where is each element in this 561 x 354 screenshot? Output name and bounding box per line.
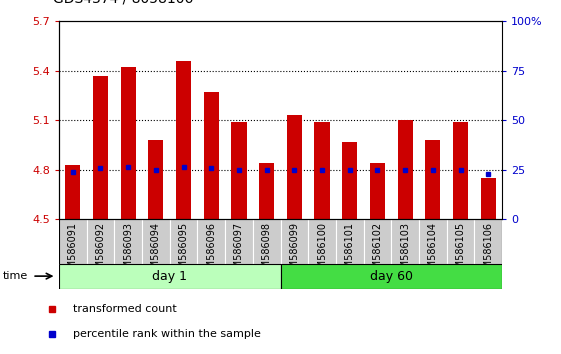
- Bar: [65, 165, 80, 219]
- Text: GSM586100: GSM586100: [317, 222, 327, 281]
- Text: transformed count: transformed count: [73, 304, 176, 314]
- Text: GDS4374 / 8058106: GDS4374 / 8058106: [53, 0, 194, 5]
- Text: GSM586095: GSM586095: [178, 222, 188, 281]
- Bar: [231, 122, 247, 219]
- Bar: [398, 120, 413, 219]
- Text: GSM586106: GSM586106: [483, 222, 493, 281]
- Text: day 1: day 1: [152, 270, 187, 282]
- Bar: [453, 122, 468, 219]
- Text: GSM586097: GSM586097: [234, 222, 244, 281]
- Text: GSM586092: GSM586092: [95, 222, 105, 281]
- Text: day 60: day 60: [370, 270, 413, 282]
- Bar: [59, 264, 280, 289]
- Text: GSM586091: GSM586091: [68, 222, 78, 281]
- Bar: [169, 219, 197, 264]
- Bar: [253, 219, 280, 264]
- Bar: [392, 219, 419, 264]
- Bar: [204, 92, 219, 219]
- Text: GSM586104: GSM586104: [428, 222, 438, 281]
- Bar: [259, 163, 274, 219]
- Bar: [86, 219, 114, 264]
- Bar: [59, 219, 86, 264]
- Bar: [142, 219, 169, 264]
- Bar: [342, 142, 357, 219]
- Bar: [370, 163, 385, 219]
- Bar: [475, 219, 502, 264]
- Bar: [425, 140, 440, 219]
- Bar: [447, 219, 475, 264]
- Text: time: time: [3, 271, 28, 281]
- Bar: [121, 68, 136, 219]
- Bar: [176, 61, 191, 219]
- Bar: [148, 140, 163, 219]
- Text: GSM586094: GSM586094: [151, 222, 161, 281]
- Bar: [314, 122, 330, 219]
- Text: GSM586093: GSM586093: [123, 222, 133, 281]
- Text: GSM586096: GSM586096: [206, 222, 216, 281]
- Text: GSM586099: GSM586099: [289, 222, 300, 281]
- Bar: [364, 219, 392, 264]
- Bar: [225, 219, 253, 264]
- Bar: [481, 178, 496, 219]
- Text: GSM586103: GSM586103: [400, 222, 410, 281]
- Bar: [280, 219, 308, 264]
- Bar: [308, 219, 336, 264]
- Bar: [287, 115, 302, 219]
- Bar: [280, 264, 502, 289]
- Text: GSM586101: GSM586101: [345, 222, 355, 281]
- Text: GSM586098: GSM586098: [261, 222, 272, 281]
- Bar: [93, 76, 108, 219]
- Bar: [419, 219, 447, 264]
- Bar: [336, 219, 364, 264]
- Bar: [197, 219, 225, 264]
- Text: percentile rank within the sample: percentile rank within the sample: [73, 329, 260, 339]
- Bar: [114, 219, 142, 264]
- Text: GSM586102: GSM586102: [373, 222, 383, 281]
- Text: GSM586105: GSM586105: [456, 222, 466, 281]
